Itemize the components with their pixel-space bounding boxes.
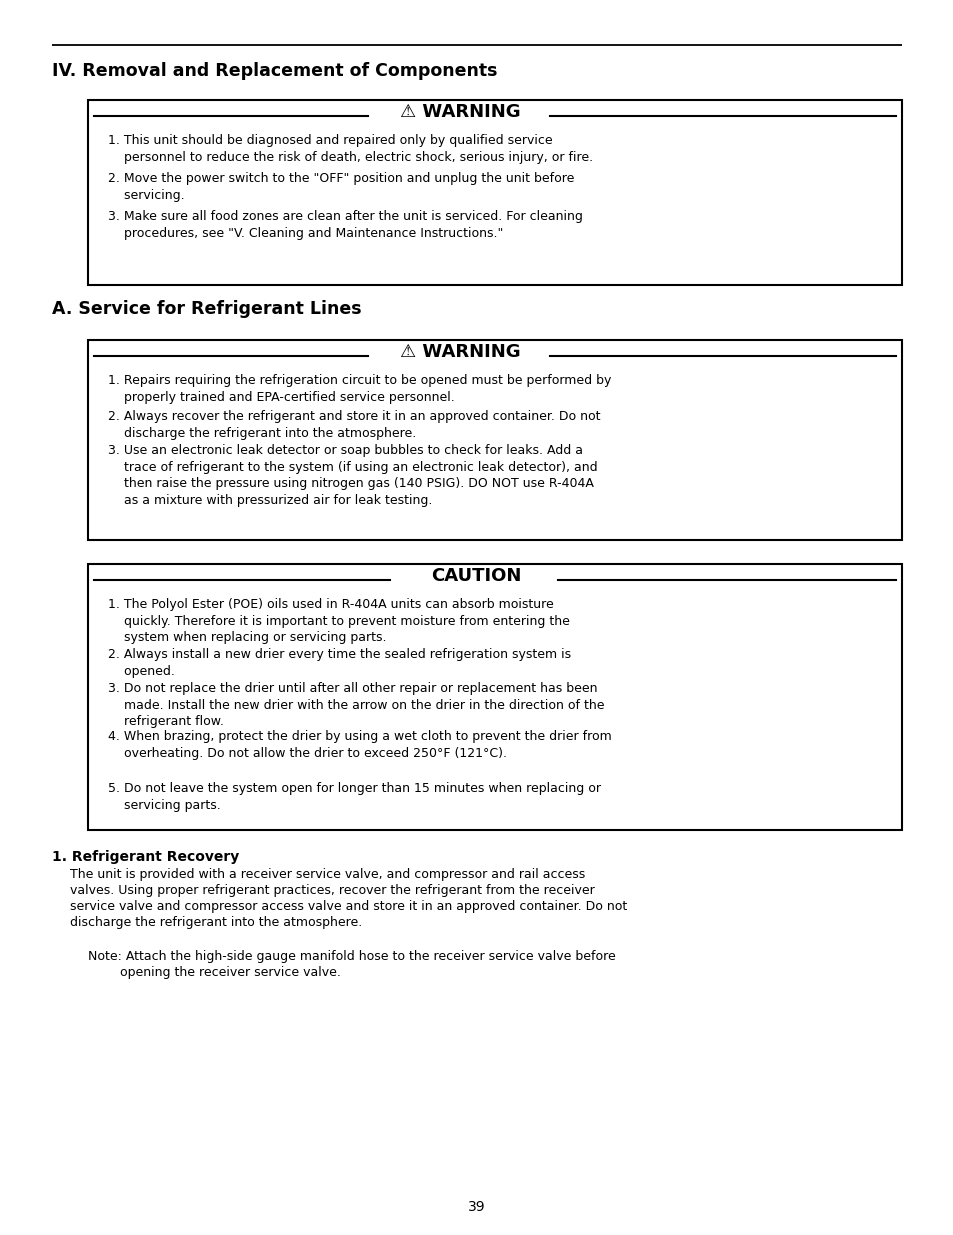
Bar bbox=[88, 340, 901, 540]
Text: 3. Do not replace the drier until after all other repair or replacement has been: 3. Do not replace the drier until after … bbox=[108, 682, 604, 727]
Text: The unit is provided with a receiver service valve, and compressor and rail acce: The unit is provided with a receiver ser… bbox=[70, 868, 584, 881]
Text: 1. The Polyol Ester (POE) oils used in R-404A units can absorb moisture
    quic: 1. The Polyol Ester (POE) oils used in R… bbox=[108, 598, 569, 643]
Text: Note: Attach the high-side gauge manifold hose to the receiver service valve bef: Note: Attach the high-side gauge manifol… bbox=[88, 950, 615, 963]
Text: IV. Removal and Replacement of Components: IV. Removal and Replacement of Component… bbox=[52, 62, 497, 80]
Text: 39: 39 bbox=[468, 1200, 485, 1214]
Bar bbox=[88, 564, 901, 830]
Text: 1. This unit should be diagnosed and repaired only by qualified service
    pers: 1. This unit should be diagnosed and rep… bbox=[108, 135, 593, 163]
Text: 1. Repairs requiring the refrigeration circuit to be opened must be performed by: 1. Repairs requiring the refrigeration c… bbox=[108, 374, 611, 404]
Text: opening the receiver service valve.: opening the receiver service valve. bbox=[88, 966, 340, 979]
Text: CAUTION: CAUTION bbox=[431, 567, 520, 585]
Text: discharge the refrigerant into the atmosphere.: discharge the refrigerant into the atmos… bbox=[70, 916, 362, 929]
Text: 5. Do not leave the system open for longer than 15 minutes when replacing or
   : 5. Do not leave the system open for long… bbox=[108, 782, 600, 811]
Text: ⚠ WARNING: ⚠ WARNING bbox=[399, 103, 519, 121]
Text: 2. Always recover the refrigerant and store it in an approved container. Do not
: 2. Always recover the refrigerant and st… bbox=[108, 410, 599, 440]
Text: 3. Use an electronic leak detector or soap bubbles to check for leaks. Add a
   : 3. Use an electronic leak detector or so… bbox=[108, 445, 597, 506]
Text: 3. Make sure all food zones are clean after the unit is serviced. For cleaning
 : 3. Make sure all food zones are clean af… bbox=[108, 210, 582, 240]
Text: 1. Refrigerant Recovery: 1. Refrigerant Recovery bbox=[52, 850, 239, 864]
Text: service valve and compressor access valve and store it in an approved container.: service valve and compressor access valv… bbox=[70, 900, 626, 913]
Text: A. Service for Refrigerant Lines: A. Service for Refrigerant Lines bbox=[52, 300, 361, 317]
Text: ⚠ WARNING: ⚠ WARNING bbox=[399, 343, 519, 361]
Text: 2. Move the power switch to the "OFF" position and unplug the unit before
    se: 2. Move the power switch to the "OFF" po… bbox=[108, 172, 574, 201]
Bar bbox=[88, 100, 901, 285]
Text: 2. Always install a new drier every time the sealed refrigeration system is
    : 2. Always install a new drier every time… bbox=[108, 648, 571, 678]
Text: valves. Using proper refrigerant practices, recover the refrigerant from the rec: valves. Using proper refrigerant practic… bbox=[70, 884, 594, 897]
Text: 4. When brazing, protect the drier by using a wet cloth to prevent the drier fro: 4. When brazing, protect the drier by us… bbox=[108, 730, 611, 760]
